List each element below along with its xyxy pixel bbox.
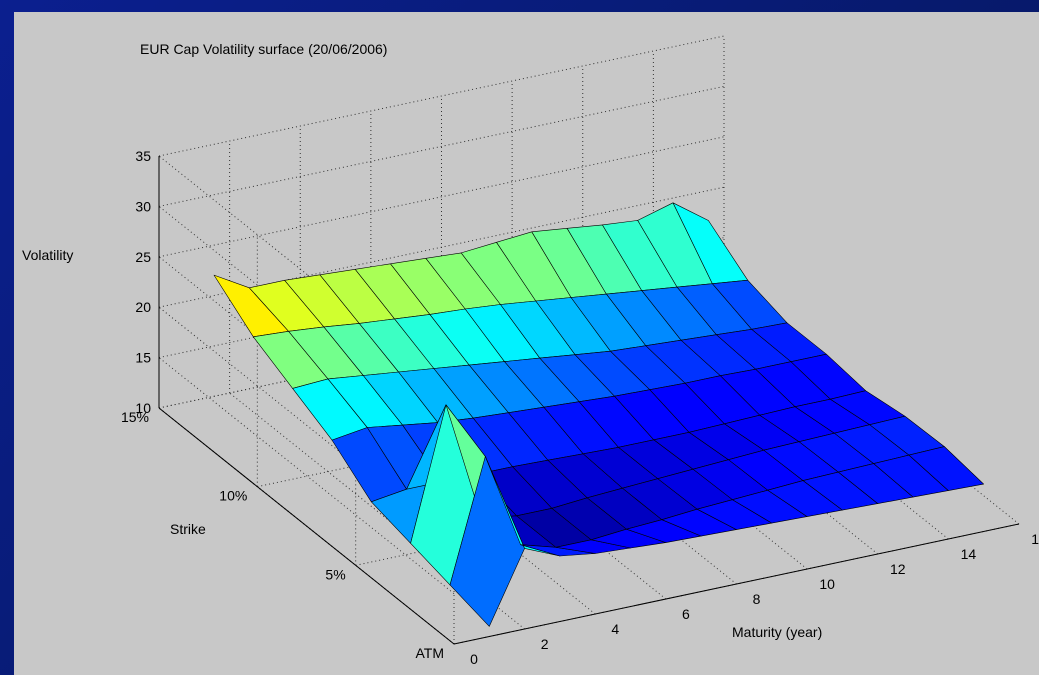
y-tick-label: ATM: [415, 645, 444, 661]
floor-gridline: [229, 392, 525, 630]
x-tick-label: 2: [541, 636, 549, 652]
x-tick-label: 0: [470, 651, 478, 667]
z-tick-label: 10: [135, 400, 151, 416]
z-tick-label: 15: [135, 350, 151, 366]
z-tick-label: 35: [135, 148, 151, 164]
z-tick-label: 30: [135, 198, 151, 214]
x-tick-label: 16: [1031, 531, 1039, 547]
z-axis-label: Volatility: [22, 247, 73, 263]
y-tick-label: 15%: [121, 409, 149, 425]
y-tick-label: 5%: [325, 566, 345, 582]
z-tick-label: 20: [135, 299, 151, 315]
z-tick-label: 25: [135, 249, 151, 265]
back-wall-gridline: [158, 85, 725, 207]
x-tick-label: 4: [611, 621, 619, 637]
y-axis-label: Strike: [170, 521, 206, 537]
back-wall-gridline: [158, 136, 725, 258]
x-tick-label: 10: [819, 576, 835, 592]
back-wall-gridline: [158, 35, 725, 157]
y-axis-line: [158, 407, 455, 645]
surface-layer: [213, 202, 985, 627]
side-wall-gridline: [158, 155, 455, 393]
side-wall-gridline: [158, 357, 455, 594]
x-axis-line: [453, 523, 1020, 645]
x-tick-label: 6: [682, 606, 690, 622]
chart-title: EUR Cap Volatility surface (20/06/2006): [140, 41, 387, 57]
surface-patch: [908, 446, 985, 491]
side-wall-gridline: [158, 306, 455, 544]
y-tick-label: 10%: [219, 488, 247, 504]
x-tick-label: 14: [961, 546, 977, 562]
x-tick-label: 12: [890, 561, 906, 577]
x-tick-label: 8: [753, 591, 761, 607]
x-axis-label: Maturity (year): [732, 624, 822, 640]
